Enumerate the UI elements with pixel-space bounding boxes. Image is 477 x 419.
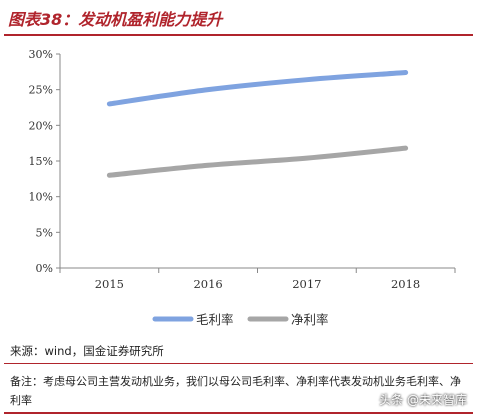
legend: 毛利率 净利率 — [152, 312, 329, 327]
y-tick-label: 15% — [29, 155, 53, 168]
x-tick-label: 2018 — [391, 277, 420, 291]
y-tick-label: 10% — [29, 191, 53, 204]
series-lines — [106, 70, 409, 178]
x-tick-label: 2017 — [292, 277, 321, 291]
y-tick-label: 5% — [36, 226, 53, 239]
watermark-text: 头条 @未来智库 — [379, 393, 467, 407]
y-tick-label: 30% — [29, 48, 53, 61]
remark-note: 备注：考虑母公司主营发动机业务，我们以母公司毛利率、净利率代表发动机业务毛利率、… — [10, 375, 461, 407]
series-line-gross-margin — [106, 70, 409, 107]
line-chart: 0% 5% 10% 15% 20% 25% 30% 2015 2016 2017 2018 毛利率 净… — [29, 48, 456, 327]
y-tick-label: 20% — [29, 119, 53, 132]
x-tick-label: 2015 — [95, 277, 124, 291]
source-note: 来源：wind，国金证券研究所 — [10, 344, 164, 358]
chart-title: 图表38：发动机盈利能力提升 — [8, 10, 223, 29]
footer-divider — [4, 363, 473, 364]
legend-label: 毛利率 — [196, 312, 234, 327]
x-tick-label: 2016 — [193, 277, 222, 291]
axes: 0% 5% 10% 15% 20% 25% 30% 2015 2016 2017 2018 — [29, 48, 456, 291]
title-divider — [4, 34, 473, 36]
legend-label: 净利率 — [291, 312, 329, 327]
bottom-divider — [4, 412, 473, 414]
series-line-net-margin — [106, 145, 409, 178]
y-tick-label: 25% — [29, 84, 53, 97]
y-tick-label: 0% — [36, 262, 53, 275]
